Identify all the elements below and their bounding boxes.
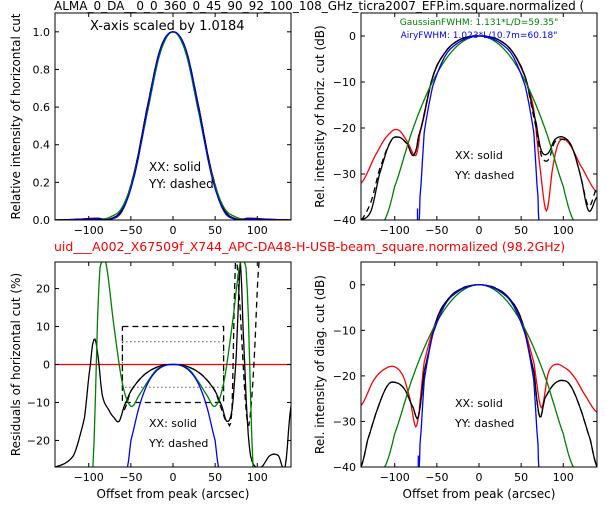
- y-tick-label: −40: [333, 214, 356, 227]
- y-tick-label: −40: [333, 461, 356, 474]
- y-tick-label: 0: [349, 30, 356, 43]
- series-line-blue-solid: [418, 284, 540, 467]
- y-tick-label: −10: [333, 324, 356, 337]
- x-tick-label: 100: [553, 224, 574, 237]
- x-tick-label: 100: [247, 224, 268, 237]
- series-line-red-solid: [361, 35, 597, 213]
- x-tick-label: −100: [380, 471, 410, 484]
- x-tick-label: −50: [425, 471, 448, 484]
- series-line-red-solid: [55, 31, 291, 220]
- y-tick-label: −20: [333, 122, 356, 135]
- chart-panels: −100 −50 0 50 1000.00.20.40.60.81.0Relative …: [9, 12, 598, 501]
- x-tick-label: 100: [553, 471, 574, 484]
- legend-text-green: GaussianFWHM: 1.131*L/D=59.35": [400, 18, 558, 28]
- x-tick-label: 0: [170, 471, 177, 484]
- y-tick-label: 0.6: [33, 101, 51, 114]
- series-line-green-solid: [384, 35, 574, 220]
- y-tick-label: −20: [27, 434, 50, 447]
- y-axis-label: Rel. intensity of diag. cut (dB): [313, 275, 327, 454]
- annotation: XX: solid: [149, 160, 201, 174]
- series-group: [55, 262, 291, 467]
- y-tick-label: −30: [333, 415, 356, 428]
- y-axis-label: Relative intensity of horizontal cut: [9, 13, 23, 219]
- y-axis-label: Rel. intensity of horiz. cut (dB): [313, 25, 327, 207]
- series-line-green-solid: [384, 284, 574, 467]
- y-tick-label: 0: [349, 279, 356, 292]
- x-tick-label: 0: [476, 224, 483, 237]
- y-tick-label: 0.2: [33, 176, 51, 189]
- annotation: XX: solid: [455, 149, 503, 162]
- x-tick-label: 100: [247, 471, 268, 484]
- annotation: YY: dashed: [454, 169, 514, 182]
- series-line-black-dashed: [361, 35, 597, 220]
- y-tick-label: 0.0: [33, 214, 51, 227]
- figure-title: ALMA_0_DA__0_0_360_0_45_90_92_100_108_GH…: [54, 0, 584, 13]
- y-tick-label: 0: [43, 359, 50, 372]
- series-line-blue-solid: [126, 363, 220, 467]
- y-axis-label: Residuals of horizontal cut (%): [9, 273, 23, 456]
- series-group: [361, 35, 597, 220]
- y-tick-label: −20: [333, 370, 356, 383]
- x-tick-label: 50: [208, 471, 222, 484]
- x-tick-label: −50: [119, 471, 142, 484]
- x-tick-label: −100: [74, 471, 104, 484]
- y-tick-label: −10: [333, 76, 356, 89]
- y-tick-label: 0.8: [33, 63, 51, 76]
- series-line-black-solid: [361, 35, 597, 220]
- y-tick-label: 10: [36, 321, 50, 334]
- legend-text-blue: AiryFWHM: 1.023*L/10.7m=60.18": [401, 31, 558, 41]
- y-tick-label: 20: [36, 283, 50, 296]
- series-group: [55, 31, 291, 220]
- x-tick-label: 0: [476, 471, 483, 484]
- annotation: YY: dashed: [454, 417, 514, 430]
- series-line-green-solid: [55, 31, 291, 220]
- plot-frame: [360, 261, 598, 468]
- x-axis-label: Offset from peak (arcsec): [403, 487, 556, 501]
- chart-p1: −100 −50 0 50 100 0.0 0.2 0.4 0.6 0.8 1.0 Relative …: [9, 12, 292, 237]
- annotation: XX: solid: [149, 417, 197, 430]
- series-line-green-solid: [92, 262, 254, 467]
- x-tick-label: −100: [74, 224, 104, 237]
- y-tick-label: −30: [333, 168, 356, 181]
- x-tick-label: 50: [514, 471, 528, 484]
- x-tick-label: 50: [208, 224, 222, 237]
- series-line-black-solid: [361, 284, 597, 467]
- annotation: XX: solid: [455, 397, 503, 410]
- series-line-black-dashed: [361, 284, 597, 467]
- series-line-black-dashed: [55, 31, 291, 220]
- series-line-blue-solid: [418, 35, 540, 220]
- x-axis-label: Offset from peak (arcsec): [97, 487, 250, 501]
- figure-subtitle: uid___A002_X67509f_X744_APC-DA48-H-USB-b…: [54, 239, 565, 254]
- y-tick-label: 0.4: [33, 139, 51, 152]
- x-tick-label: −100: [380, 224, 410, 237]
- annotation: YY: dashed: [148, 437, 208, 450]
- y-tick-label: −10: [27, 396, 50, 409]
- annotation: YY: dashed: [148, 177, 214, 191]
- x-tick-label: −50: [425, 224, 448, 237]
- series-line-black-solid: [55, 31, 291, 220]
- plot-frame: [360, 12, 598, 221]
- x-tick-label: −50: [119, 224, 142, 237]
- annotation: X-axis scaled by 1.0184: [90, 19, 245, 34]
- x-tick-label: 0: [170, 224, 177, 237]
- series-group: [361, 284, 597, 467]
- series-line-black-dashed: [121, 325, 225, 404]
- y-tick-label: 1.0: [33, 26, 51, 39]
- x-tick-label: 50: [514, 224, 528, 237]
- series-line-black-dashed: [123, 262, 260, 428]
- series-line-blue-solid: [55, 31, 291, 220]
